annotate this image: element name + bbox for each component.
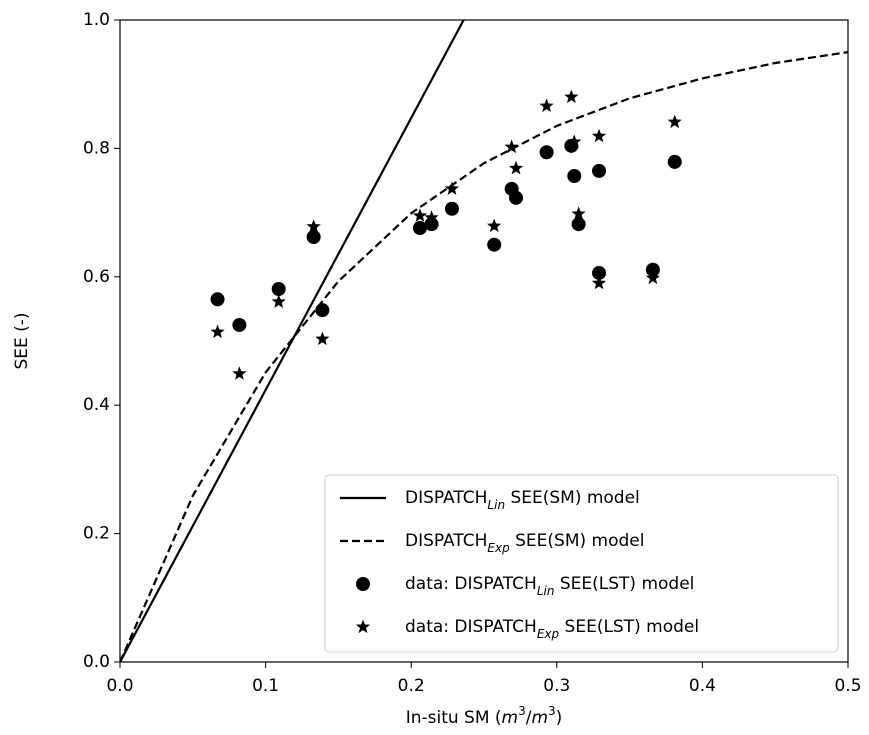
x-tick-label: 0.2	[398, 676, 425, 696]
data-point	[592, 265, 607, 280]
x-tick-label: 0.3	[543, 676, 570, 696]
data-point	[509, 190, 524, 205]
y-tick-label: 0.2	[83, 524, 110, 544]
y-tick-label: 0.4	[83, 395, 110, 415]
legend-label: DISPATCHExp SEE(SM) model	[405, 531, 644, 555]
x-axis-label-part: 3	[518, 704, 526, 718]
legend-label-part: SEE(LST) model	[559, 617, 699, 637]
x-axis-label-part: )	[556, 708, 563, 728]
x-axis-label-part: m	[531, 708, 548, 728]
data-point	[210, 292, 225, 307]
legend-label: DISPATCHLin SEE(SM) model	[405, 488, 640, 512]
legend-handle	[356, 577, 370, 591]
x-tick-label: 0.4	[689, 676, 716, 696]
legend-label-part: DISPATCH	[405, 531, 487, 551]
x-axis-label-part: m	[502, 708, 519, 728]
legend-label: data: DISPATCHExp SEE(LST) model	[405, 617, 699, 641]
data-point	[539, 145, 554, 160]
data-point	[645, 270, 661, 285]
data-point	[444, 201, 459, 216]
y-tick-label: 0.6	[83, 267, 110, 287]
data-point	[504, 139, 519, 154]
legend-label-part: SEE(LST) model	[554, 574, 694, 594]
x-tick-label: 0.1	[252, 676, 279, 696]
data-point	[591, 128, 607, 143]
legend-label-part: DISPATCH	[405, 488, 487, 508]
data-point	[508, 160, 524, 175]
data-point	[592, 163, 607, 178]
data-point	[315, 303, 330, 318]
data-point	[315, 331, 330, 346]
data-point	[487, 218, 502, 233]
data-point	[232, 317, 247, 332]
data-point	[306, 229, 321, 244]
data-point	[571, 217, 586, 232]
data-point	[210, 324, 225, 339]
data-point	[667, 114, 682, 129]
data-point	[591, 275, 607, 290]
x-axis-label-part: In-situ SM (	[406, 708, 502, 728]
legend-label-part: SEE(SM) model	[510, 531, 645, 551]
legend-label-part: data: DISPATCH	[405, 574, 537, 594]
data-point	[645, 262, 660, 277]
data-point	[444, 181, 460, 195]
data-point	[487, 237, 502, 252]
axes-frame	[119, 19, 849, 663]
data-point	[539, 98, 554, 113]
legend-label-part: Exp	[487, 541, 510, 555]
data-point	[424, 210, 439, 224]
data-point	[306, 219, 321, 233]
x-axis-label: In-situ SM (m3/m3)	[406, 704, 563, 729]
data-point	[567, 134, 582, 149]
y-tick-label: 1.0	[83, 10, 110, 30]
legend-label-part: Lin	[537, 584, 555, 598]
data-point	[271, 281, 286, 296]
data-point	[412, 208, 428, 222]
legend-label-part: Lin	[487, 498, 505, 512]
legend-label-part: data: DISPATCH	[405, 617, 537, 637]
x-tick-label: 0.0	[106, 676, 133, 696]
legend-label: data: DISPATCHLin SEE(LST) model	[405, 574, 694, 598]
data-point	[567, 169, 582, 184]
y-tick-label: 0.8	[83, 138, 110, 158]
x-tick-label: 0.5	[834, 676, 861, 696]
data-point	[564, 89, 579, 104]
data-point	[271, 294, 286, 308]
data-point	[667, 154, 682, 169]
y-axis-label: SEE (-)	[12, 312, 32, 369]
legend-box	[324, 474, 839, 653]
data-point	[412, 221, 427, 236]
x-axis-label-part: /	[526, 708, 532, 728]
legend-label-part: SEE(SM) model	[505, 488, 640, 508]
x-axis-label-part: 3	[548, 704, 556, 718]
model-line	[120, 51, 848, 662]
data-point	[232, 366, 247, 380]
legend-handle	[355, 619, 371, 634]
data-point	[571, 206, 586, 220]
plot-area	[120, 20, 848, 662]
y-tick-label: 0.0	[83, 652, 110, 672]
legend-label-part: Exp	[537, 627, 560, 641]
